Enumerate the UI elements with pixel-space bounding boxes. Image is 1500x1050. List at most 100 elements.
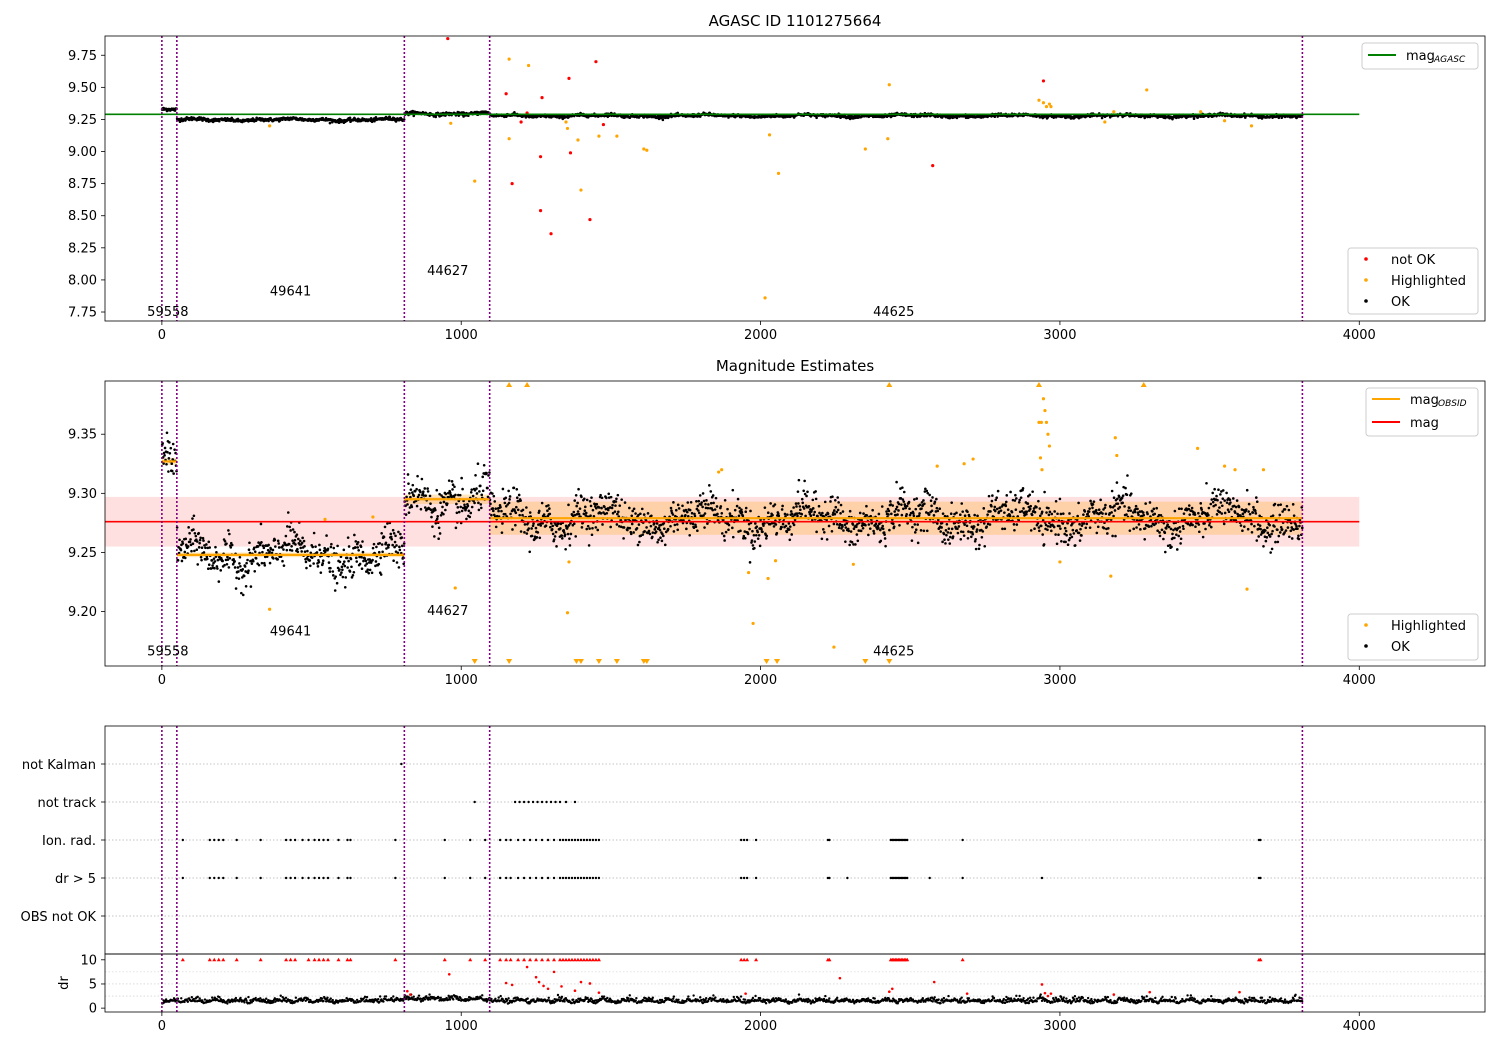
estimates-y-tick-label: 9.35 <box>68 428 97 443</box>
ok-point <box>852 543 855 546</box>
ok-point <box>727 523 731 527</box>
ok-point <box>213 560 217 563</box>
flag-marker <box>181 838 185 842</box>
ok-point <box>477 508 481 512</box>
agasc-not-ok-points <box>446 36 1046 236</box>
ok-point <box>563 533 567 536</box>
ok-point <box>882 531 886 534</box>
agasc-y-tick-label: 8.50 <box>68 209 97 224</box>
ok-point <box>626 528 629 532</box>
agasc-x-tick-label: 0 <box>158 328 166 343</box>
ok-point <box>319 571 323 574</box>
ok-point <box>548 507 551 510</box>
ok-point <box>396 551 400 555</box>
not-ok-point <box>519 120 523 124</box>
flag-marker <box>522 800 526 804</box>
ok-point <box>686 501 690 504</box>
ok-point <box>530 527 533 530</box>
ok-point <box>1099 498 1102 502</box>
ok-point <box>229 546 233 549</box>
ok-point <box>226 555 229 559</box>
flag-marker <box>313 838 316 842</box>
ok-point <box>572 510 576 514</box>
ok-point <box>470 488 474 491</box>
ok-point <box>400 536 404 539</box>
ok-point <box>833 509 836 512</box>
ok-point <box>1286 526 1290 529</box>
ok-point <box>1234 505 1238 509</box>
ok-point <box>1126 474 1129 477</box>
ok-point <box>720 532 724 535</box>
highlighted-point <box>371 515 375 519</box>
ok-point <box>285 548 289 552</box>
ok-point <box>279 555 283 558</box>
ok-point <box>868 527 872 530</box>
highlighted-point <box>1039 420 1043 424</box>
ok-point <box>813 510 816 514</box>
ok-point <box>1266 531 1270 535</box>
ok-point <box>965 524 969 528</box>
highlighted-point <box>1058 560 1062 564</box>
ok-point <box>447 479 451 482</box>
ok-point <box>582 512 586 516</box>
ok-point <box>575 512 579 516</box>
ok-point <box>976 514 979 518</box>
ok-point <box>201 536 205 540</box>
ok-point <box>375 545 378 549</box>
ok-point <box>945 533 948 537</box>
ok-point <box>712 501 715 505</box>
ok-point <box>243 565 247 568</box>
ok-point <box>981 530 985 533</box>
flag-marker <box>554 800 557 804</box>
ok-point <box>944 542 947 545</box>
ok-point <box>746 532 750 536</box>
ok-point <box>1038 507 1042 510</box>
ok-point <box>792 506 795 509</box>
ok-point <box>205 555 209 559</box>
ok-point <box>600 496 604 500</box>
ok-point <box>268 561 272 565</box>
ok-point <box>162 451 166 455</box>
flag-marker <box>284 838 288 842</box>
ok-point <box>616 493 620 497</box>
not-ok-point <box>594 60 598 64</box>
ok-point <box>769 502 772 505</box>
ok-point <box>325 534 328 537</box>
ok-point <box>338 568 341 571</box>
ok-point <box>891 504 895 507</box>
ok-point <box>848 509 852 513</box>
ok-point <box>423 487 427 490</box>
ok-point <box>1028 507 1032 511</box>
ok-point <box>1292 514 1296 517</box>
ok-point <box>675 523 679 526</box>
highlighted-point <box>1038 456 1043 460</box>
ok-point <box>1052 525 1056 529</box>
ok-point <box>1188 513 1192 516</box>
ok-point <box>531 524 535 528</box>
highlighted-point <box>268 124 272 128</box>
ok-point <box>519 499 522 502</box>
ok-point <box>433 535 436 538</box>
ok-point <box>689 522 692 525</box>
ok-point <box>1073 544 1077 547</box>
ok-point <box>559 527 562 530</box>
ok-point <box>1255 500 1259 504</box>
ok-point <box>202 551 206 554</box>
agasc-y-tick-label: 8.00 <box>68 273 97 288</box>
ok-point <box>858 511 862 515</box>
ok-point <box>1225 491 1228 495</box>
ok-point <box>343 564 347 568</box>
flag-marker <box>317 838 321 842</box>
ok-point <box>1054 499 1058 503</box>
ok-point <box>504 496 508 500</box>
ok-point <box>1216 498 1219 502</box>
ok-point <box>889 500 892 503</box>
ok-point <box>321 559 325 563</box>
not-ok-point <box>540 96 544 100</box>
ok-point <box>460 509 464 513</box>
ok-point <box>405 495 408 499</box>
agasc-x-tick-label: 3000 <box>1043 328 1076 343</box>
ok-point <box>341 568 344 572</box>
ok-point <box>450 480 454 483</box>
ok-point <box>824 513 828 517</box>
